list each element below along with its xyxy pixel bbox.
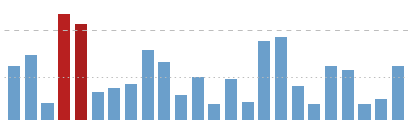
- Bar: [142, 50, 154, 120]
- Bar: [325, 66, 337, 120]
- Bar: [108, 88, 120, 120]
- Bar: [258, 41, 270, 120]
- Bar: [292, 86, 304, 120]
- Bar: [358, 104, 370, 120]
- Bar: [225, 79, 237, 120]
- Bar: [125, 84, 137, 120]
- Bar: [242, 102, 254, 120]
- Bar: [192, 77, 204, 120]
- Bar: [158, 62, 170, 120]
- Bar: [342, 71, 354, 120]
- Bar: [275, 37, 287, 120]
- Bar: [8, 66, 20, 120]
- Bar: [208, 104, 220, 120]
- Bar: [91, 92, 103, 120]
- Bar: [309, 104, 321, 120]
- Bar: [375, 99, 387, 120]
- Bar: [392, 66, 404, 120]
- Bar: [42, 103, 54, 120]
- Bar: [58, 14, 70, 120]
- Bar: [175, 95, 187, 120]
- Bar: [75, 24, 87, 120]
- Bar: [25, 55, 37, 120]
